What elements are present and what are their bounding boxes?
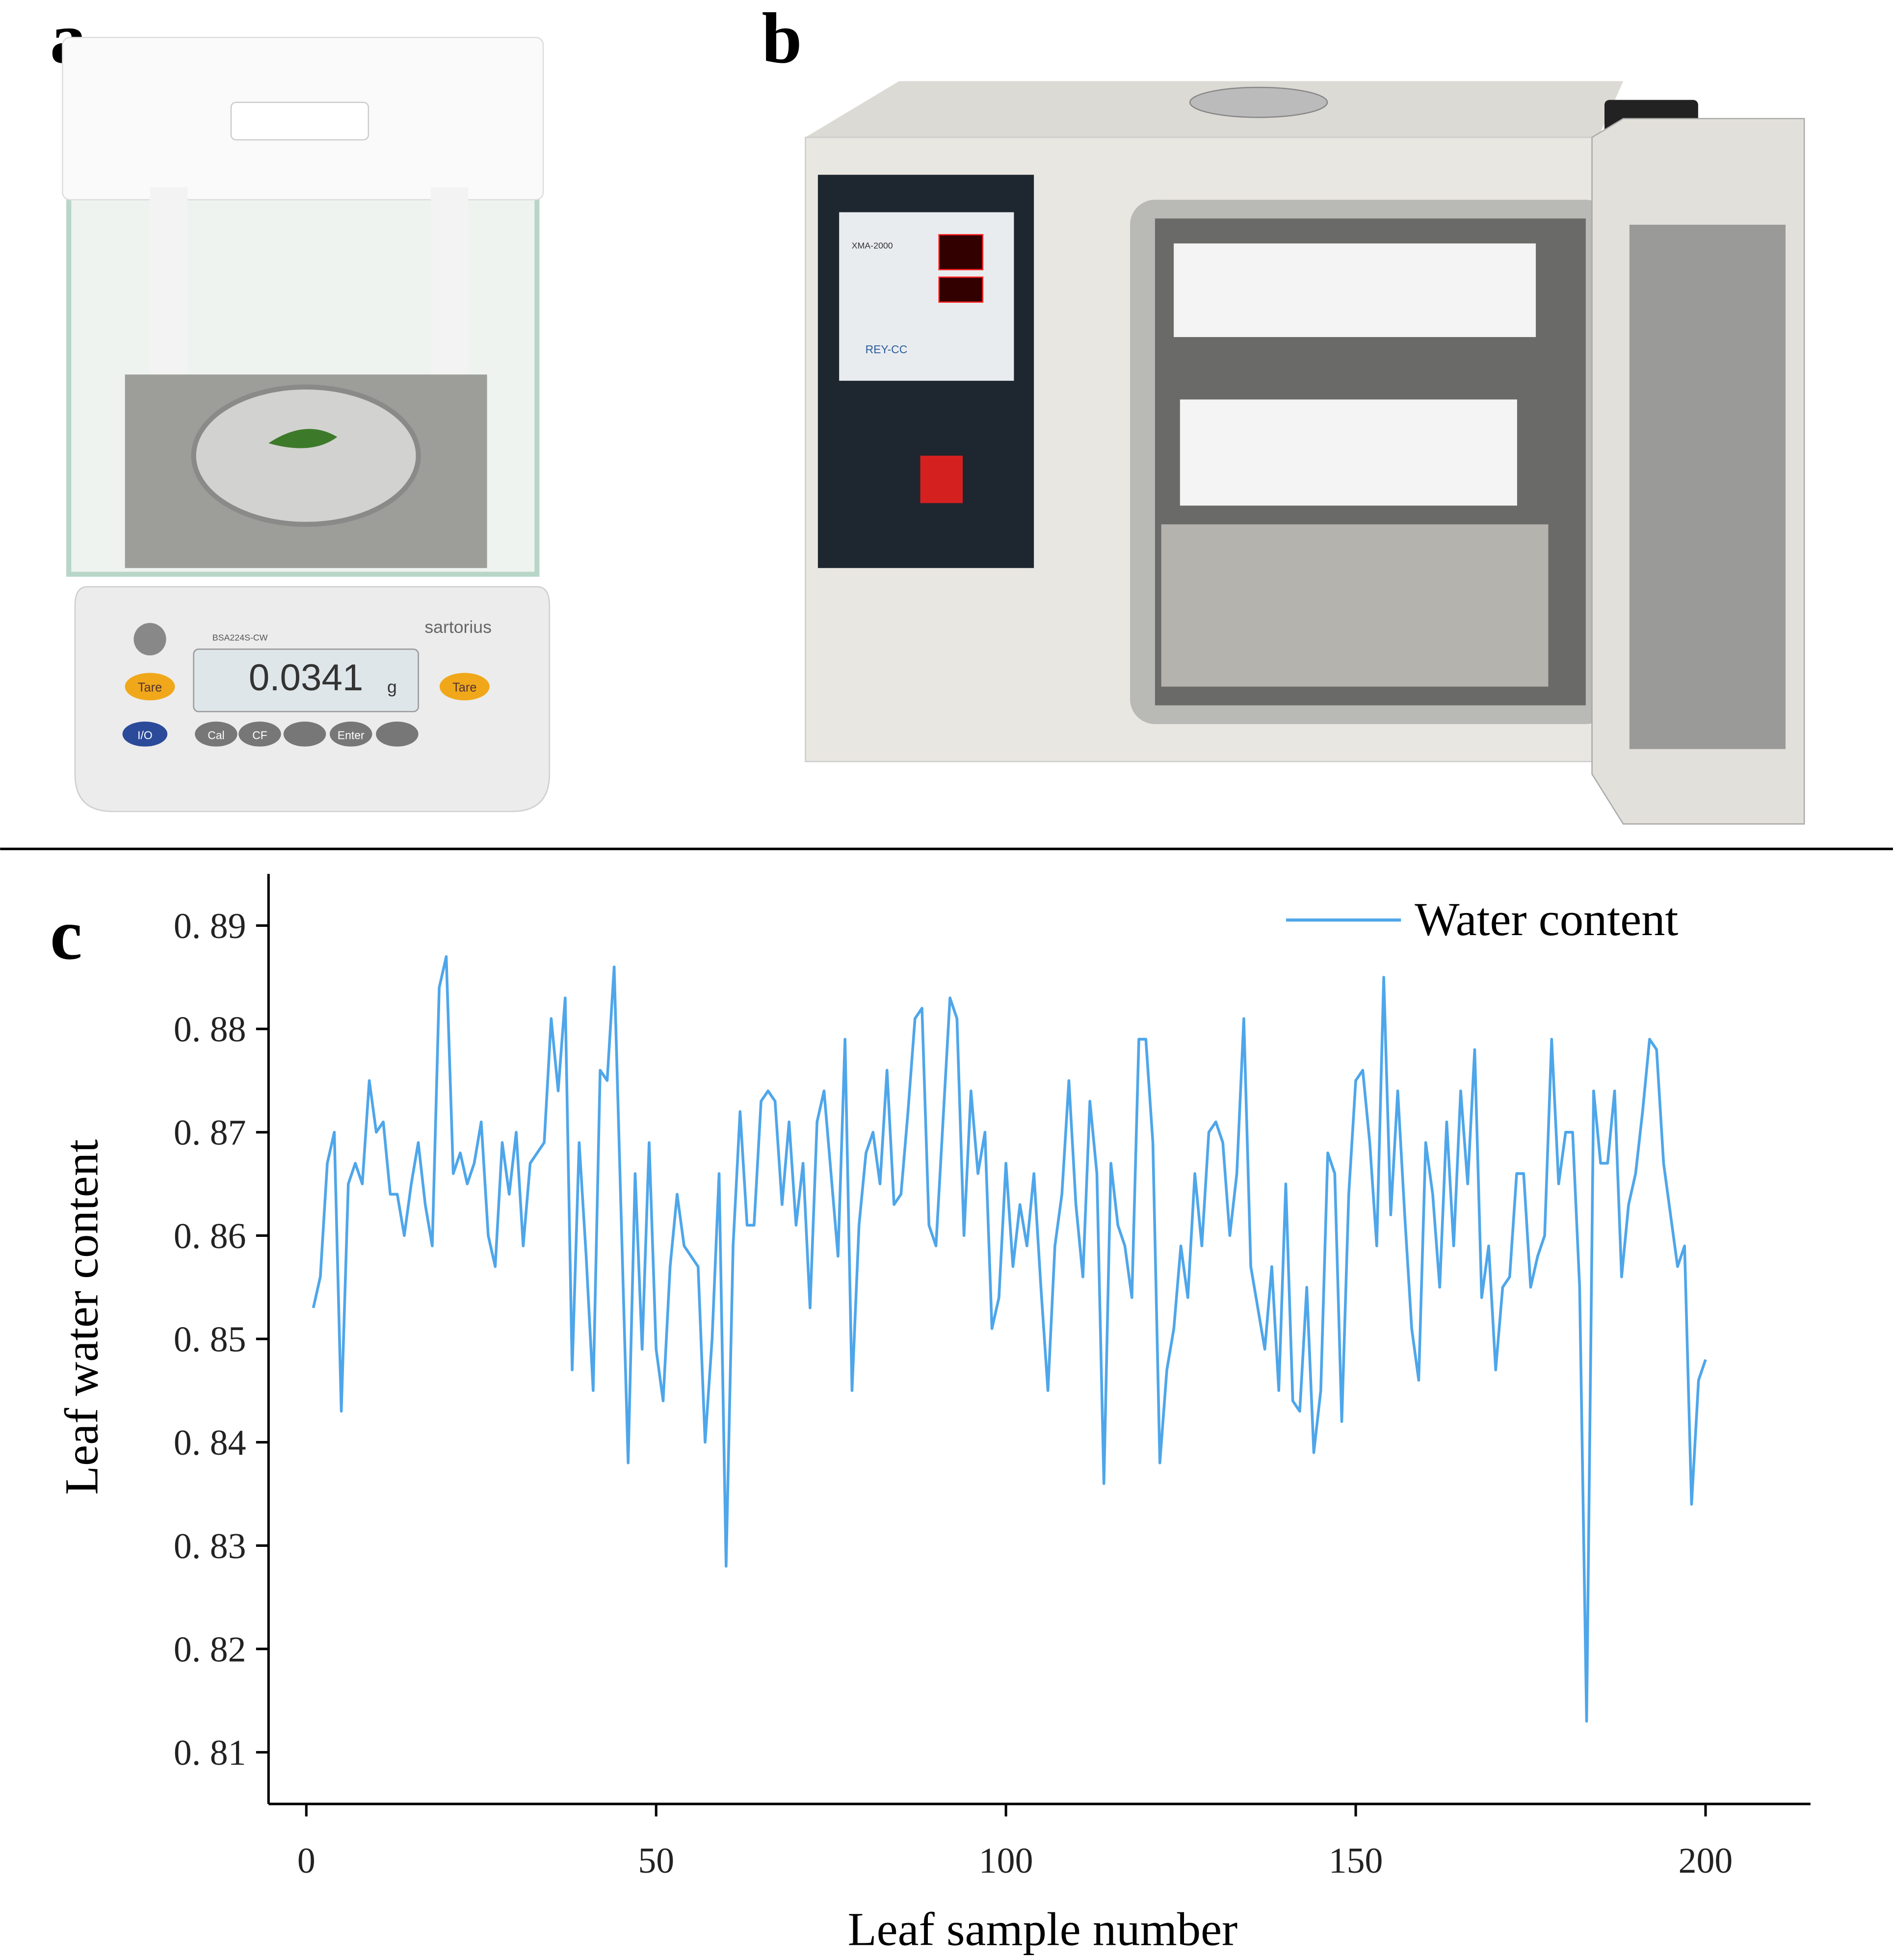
y-tick-label: 0. 88 [174, 1009, 246, 1049]
button-label: I/O [137, 729, 153, 741]
x-tick-label: 200 [1679, 1840, 1733, 1881]
oven-controller: XMA-2000 [852, 240, 893, 250]
y-tick-label: 0. 85 [174, 1319, 246, 1359]
button-label: Enter [338, 729, 365, 741]
oven-photo [805, 81, 1805, 825]
oven-brand: REY-CC [866, 343, 908, 356]
x-tick-label: 150 [1329, 1840, 1383, 1881]
balance-display: 0.0341 [249, 657, 363, 699]
x-tick-label: 0 [297, 1840, 316, 1881]
y-tick-label: 0. 83 [174, 1526, 246, 1566]
y-tick-label: 0. 82 [174, 1629, 246, 1669]
legend-label: Water content [1415, 893, 1678, 945]
y-tick-label: 0. 86 [174, 1216, 246, 1256]
balance-unit: g [387, 677, 397, 697]
balance-photo [62, 37, 551, 812]
x-axis-title: Leaf sample number [848, 1903, 1238, 1955]
button-label: CF [252, 729, 267, 741]
y-tick-label: 0. 87 [174, 1112, 246, 1152]
y-tick-label: 0. 81 [174, 1732, 246, 1773]
balance-brand: sartorius [424, 617, 492, 637]
x-tick-label: 100 [979, 1840, 1033, 1881]
y-tick-label: 0. 89 [174, 906, 246, 946]
data-line [312, 955, 1707, 1723]
panel-label: b [762, 0, 802, 78]
button-label: Tare [452, 681, 476, 695]
y-tick-label: 0. 84 [174, 1422, 246, 1463]
button-label: Tare [138, 681, 162, 695]
y-axis-title: Leaf water content [55, 1139, 108, 1495]
x-tick-label: 50 [638, 1840, 674, 1881]
button-label: Cal [208, 729, 224, 741]
panel-label: c [50, 894, 82, 974]
balance-model: BSA224S-CW [212, 632, 268, 642]
